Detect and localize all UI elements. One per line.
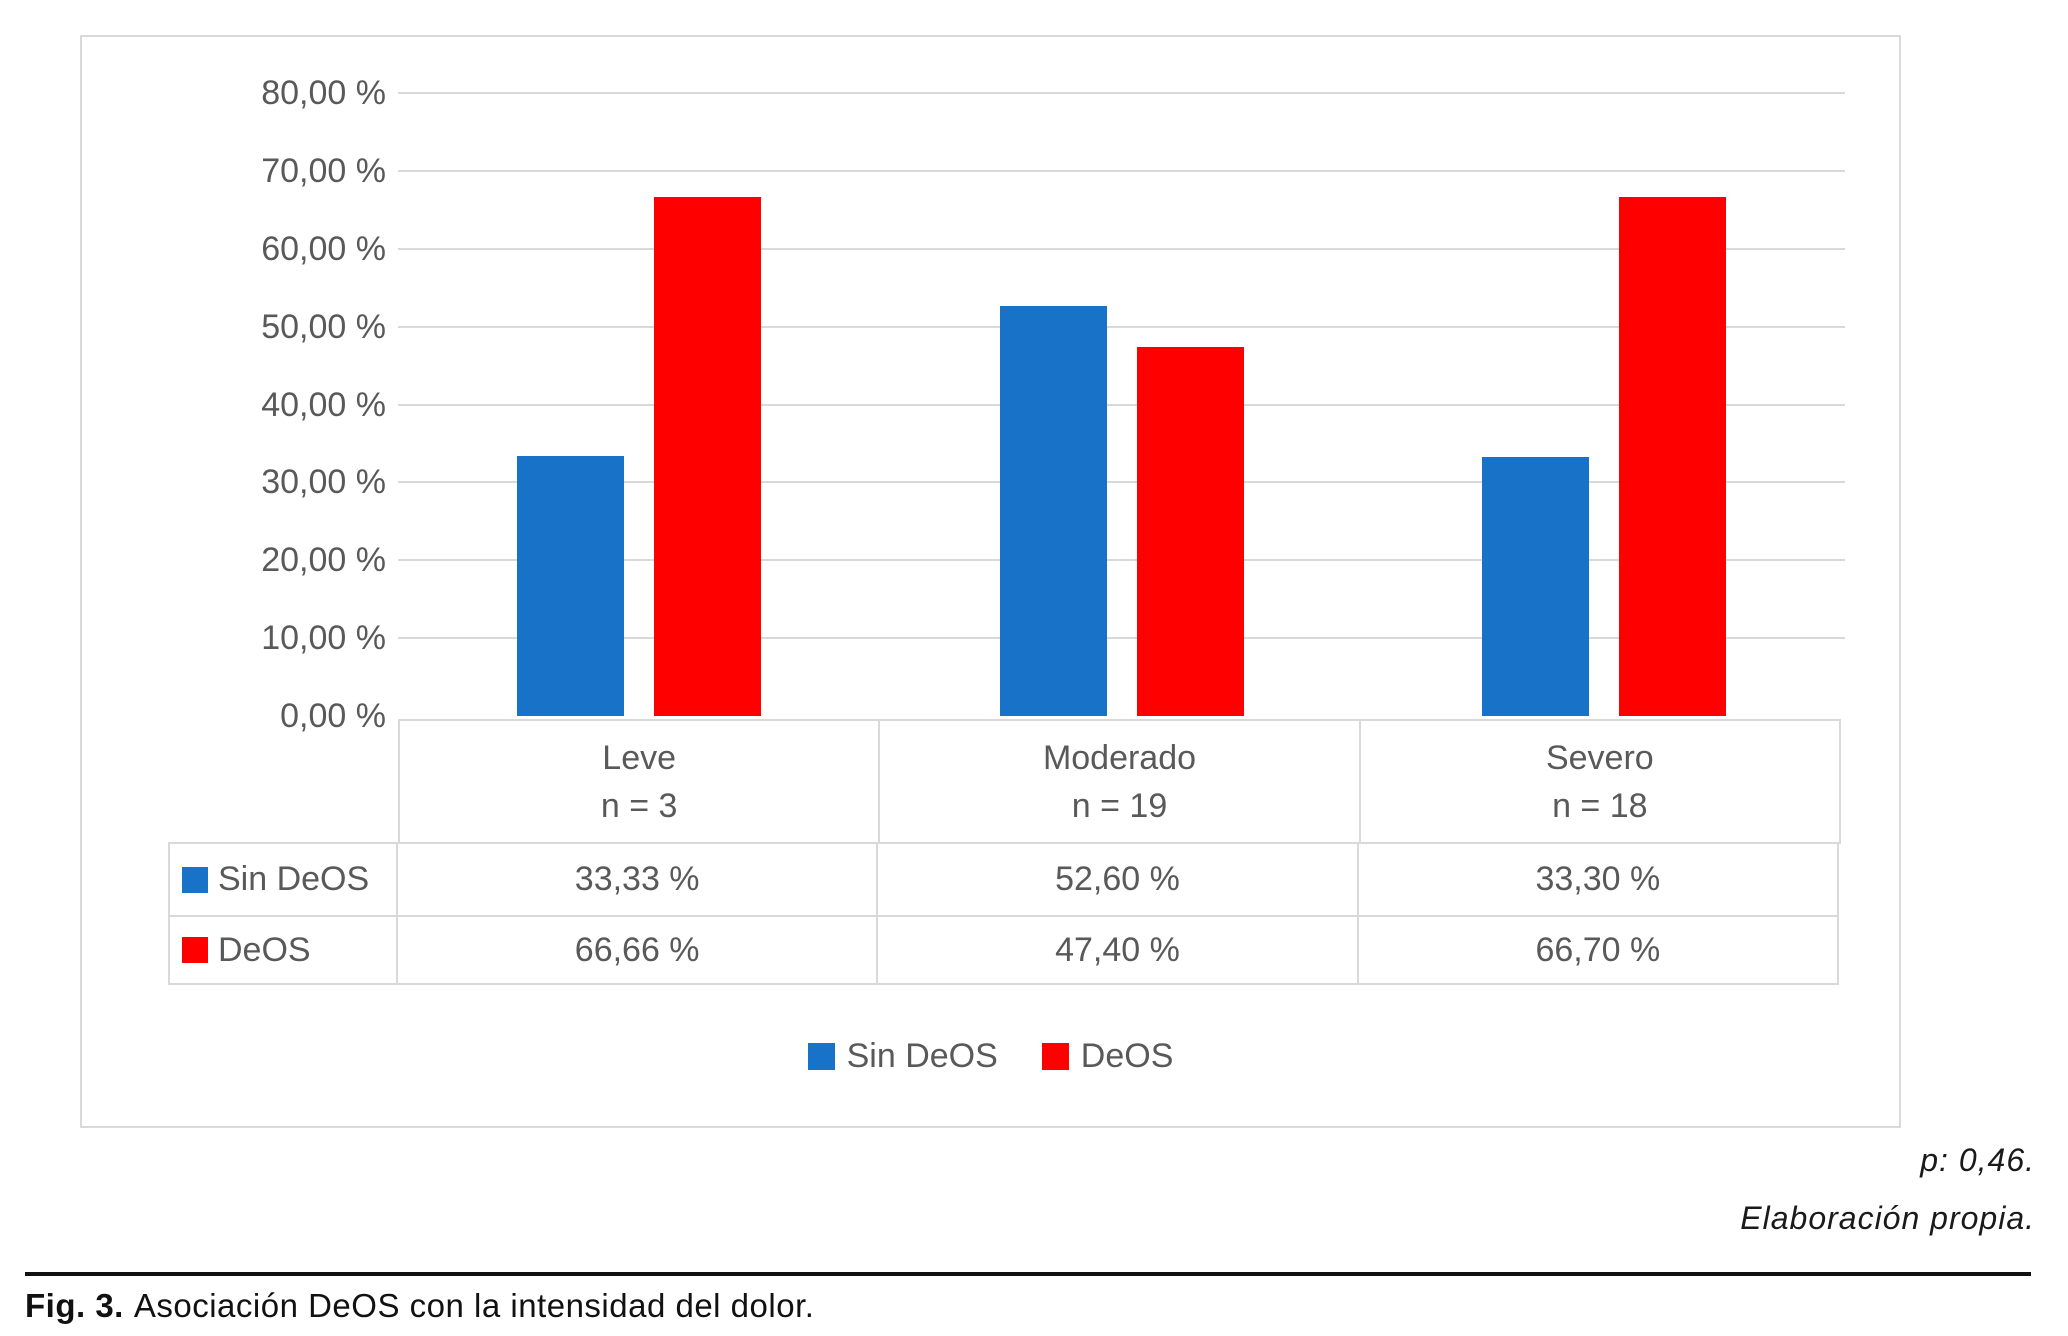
bar-sin-deos-severo [1481,456,1589,716]
category-name: Leve [602,738,677,777]
gridline [398,637,1845,640]
y-axis-tick-label: 80,00 % [261,74,386,112]
table-category-header: Severo n = 18 [1358,719,1841,844]
table-value-cell: 47,40 % [876,915,1359,985]
legend-label: Sin DeOS [846,1037,998,1075]
category-n: n = 3 [600,786,678,825]
bar-deos-severo [1618,196,1726,716]
table-value-cell: 33,30 % [1356,842,1839,917]
category-name: Severo [1545,738,1654,777]
gridline [398,481,1845,484]
y-axis-tick-label: 20,00 % [261,541,386,580]
table-value-cell: 66,66 % [396,915,879,985]
bar-deos-leve [654,196,762,716]
legend-swatch-icon [1041,1043,1069,1070]
table-value-cell: 66,70 % [1356,915,1839,985]
caption-divider [25,1272,2031,1276]
caption-label: Fig. 3. [25,1287,124,1324]
gridline [398,169,1845,172]
category-n: n = 19 [1071,786,1168,825]
bar-deos-moderado [1136,346,1244,716]
legend-item: Sin DeOS [807,1037,998,1076]
chart-legend: Sin DeOS DeOS [82,1037,1899,1076]
table-header-row: Leve n = 3 Moderado n = 19 Severo n = 18 [398,719,1845,844]
table-series-row: Sin DeOS 33,33 % 52,60 % 33,30 % [168,842,1845,917]
y-axis-tick-label: 0,00 % [280,697,386,735]
table-value-cell: 33,33 % [396,842,879,917]
gridline [398,403,1845,406]
bar-sin-deos-leve [517,456,625,716]
y-axis-tick-label: 40,00 % [261,385,386,424]
p-value-note: p: 0,46. [1920,1142,2035,1178]
gridline [398,325,1845,328]
table-category-header: Moderado n = 19 [878,719,1361,844]
bar-sin-deos-moderado [999,306,1107,716]
chart-frame: 0,00 % 10,00 % 20,00 % 30,00 % 40,00 % 50,00 … [80,35,1901,1128]
figure-caption: Fig. 3. Asociación DeOS con la intensidad… [25,1287,1825,1325]
y-axis-tick-label: 70,00 % [261,151,386,190]
table-value-cell: 52,60 % [876,842,1359,917]
y-axis-tick-label: 60,00 % [261,229,386,268]
gridline [398,247,1845,250]
caption-text: Asociación DeOS con la intensidad del do… [133,1287,815,1324]
series-key-swatch-icon [182,866,208,893]
category-n: n = 18 [1552,786,1648,825]
y-axis-tick-label: 30,00 % [261,463,386,502]
legend-swatch-icon [807,1043,835,1070]
table-series-label: Sin DeOS [168,842,398,917]
series-name: Sin DeOS [218,860,370,898]
legend-label: DeOS [1080,1037,1174,1075]
category-name: Moderado [1042,738,1197,777]
series-key-swatch-icon [182,937,208,963]
table-series-label: DeOS [168,915,398,985]
gridline [398,559,1845,562]
source-note: Elaboración propia. [1740,1200,2035,1236]
y-axis-tick-label: 50,00 % [261,307,386,346]
table-category-header: Leve n = 3 [398,719,881,844]
table-series-row: DeOS 66,66 % 47,40 % 66,70 % [168,915,1845,985]
y-axis-tick-label: 10,00 % [261,619,386,658]
gridline [398,92,1845,94]
series-name: DeOS [218,930,311,969]
legend-item: DeOS [1041,1037,1174,1076]
